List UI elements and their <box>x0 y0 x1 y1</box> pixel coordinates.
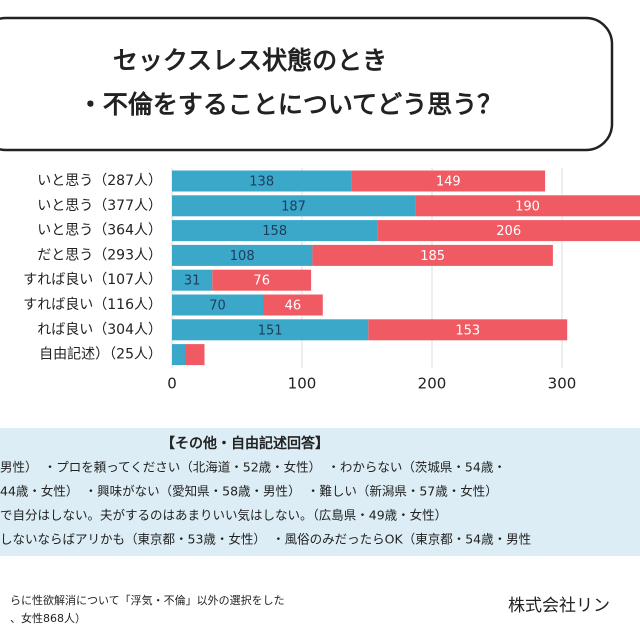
bar-segment <box>172 319 369 341</box>
value-label: 138 <box>249 175 274 190</box>
bar-segment <box>212 269 312 291</box>
y-tick-label: だと思う（293人） <box>37 247 162 263</box>
title-line: セックスレス状態のとき <box>113 46 387 75</box>
bar-segment <box>377 220 640 242</box>
value-label: 70 <box>209 299 226 314</box>
value-label: 153 <box>455 323 480 338</box>
bar-segment <box>368 319 568 341</box>
y-tick-label: いと思う（364人） <box>37 223 162 239</box>
bar-segment <box>172 344 185 366</box>
value-label: 46 <box>285 299 302 314</box>
bar-segment <box>185 344 205 366</box>
y-tick-label: いと思う（377人） <box>37 198 162 214</box>
bar-segment <box>172 170 352 192</box>
x-tick-label: 0 <box>167 375 177 393</box>
value-label: 31 <box>184 274 201 289</box>
bar-segment <box>172 195 416 217</box>
company: 株式会社リン <box>508 596 610 616</box>
value-label: 190 <box>515 199 540 214</box>
value-label: 187 <box>281 199 306 214</box>
bar-segment <box>312 244 553 266</box>
y-tick-label: 自由記述）（25人） <box>39 346 162 363</box>
bar-segment <box>351 170 546 192</box>
footnote: 、女性868人） <box>10 611 86 625</box>
title-box <box>0 16 614 152</box>
title-line: ・不倫をすることについてどう思う？ <box>78 90 502 119</box>
y-tick-label: れば良い（304人） <box>37 322 162 338</box>
value-label: 158 <box>262 224 287 239</box>
x-tick-label: 300 <box>548 375 577 393</box>
comment-line: で自分はしない。夫がするのはあまりいい気はしない。（広島県・49歳・女性） <box>0 508 447 523</box>
footnote: らに性欲解消について「浮気・不倫」以外の選択をした <box>10 593 285 607</box>
value-label: 206 <box>496 224 521 239</box>
comment-line: しないならばアリかも（東京都・53歳・女性） ・風俗のみだったらOK（東京都・5… <box>0 532 531 547</box>
bar-segment <box>263 294 323 316</box>
value-label: 185 <box>420 249 445 264</box>
comment-line: 男性） ・プロを頼ってください（北海道・52歳・女性） ・わからない（茨城県・5… <box>0 460 506 475</box>
comment-box <box>0 428 640 556</box>
bar-segment <box>172 269 213 291</box>
value-label: 108 <box>230 249 255 264</box>
comment-line: 44歳・女性） ・興味がない（愛知県・58歳・男性） ・難しい（新潟県・57歳・… <box>0 484 498 499</box>
bar-segment <box>172 244 313 266</box>
bar-segment <box>172 220 378 242</box>
x-tick-label: 100 <box>288 375 317 393</box>
comment-heading: 【その他・自由記述回答】 <box>161 435 329 452</box>
y-tick-label: すれば良い（107人） <box>23 272 162 288</box>
value-label: 151 <box>258 323 283 338</box>
bar-segment <box>415 195 640 217</box>
value-label: 76 <box>253 274 270 289</box>
y-tick-label: いと思う（287人） <box>37 173 162 189</box>
value-label: 149 <box>436 175 461 190</box>
bar-segment <box>172 294 263 316</box>
x-tick-label: 200 <box>418 375 447 393</box>
y-tick-label: すれば良い（116人） <box>23 297 162 313</box>
